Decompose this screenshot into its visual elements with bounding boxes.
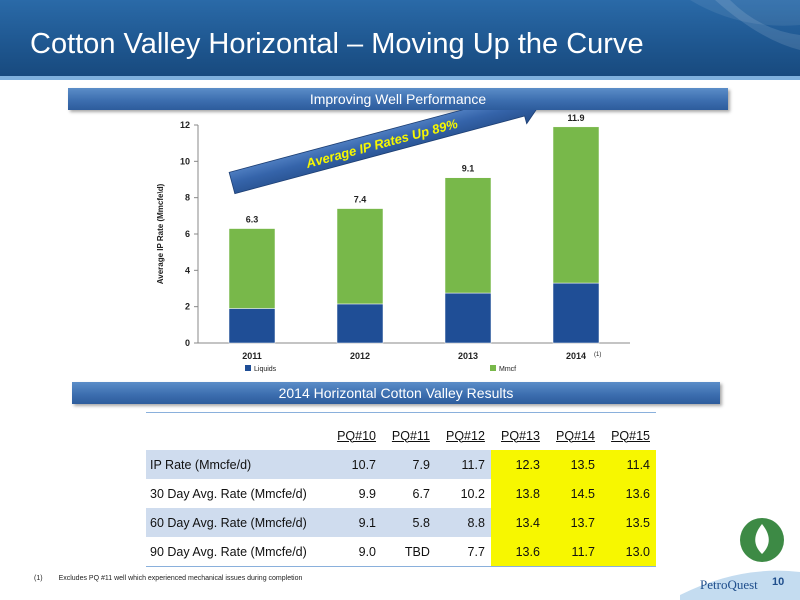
trend-arrow-group: Average IP Rates Up 89% bbox=[228, 110, 544, 195]
header-rule bbox=[0, 76, 800, 80]
bar-total-label: 6.3 bbox=[246, 215, 259, 225]
y-tick-label: 12 bbox=[180, 120, 190, 130]
page-number: 10 bbox=[772, 576, 785, 588]
table-header-cell: PQ#12 bbox=[446, 428, 485, 443]
table-cell: 8.8 bbox=[435, 508, 491, 537]
ip-rate-chart: 0 2 4 6 8 10 12 Average IP Rate (Mmcfe\d) 6.3 201… bbox=[156, 110, 630, 373]
table-cell: 10.2 bbox=[460, 486, 485, 501]
trend-annotation: Average IP Rates Up 89% bbox=[303, 116, 459, 171]
bar-total-label: 7.4 bbox=[354, 195, 367, 205]
bar-segment-liquids bbox=[552, 282, 600, 344]
table-row: 60 Day Avg. Rate (Mmcfe/d) 9.1 5.8 8.8 1… bbox=[146, 508, 656, 537]
table-cell-highlighted: 13.8 bbox=[490, 479, 546, 508]
legend-swatch bbox=[490, 365, 496, 371]
table-cell: 6.7 bbox=[412, 486, 430, 501]
x-tick-footnote-marker: (1) bbox=[594, 352, 601, 358]
table-cell-highlighted: 13.6 bbox=[490, 537, 546, 566]
bar-segment-mmcf bbox=[552, 126, 600, 284]
table-cell-highlighted: 13.7 bbox=[545, 508, 601, 537]
table-banner: 2014 Horizontal Cotton Valley Results bbox=[72, 382, 720, 404]
x-tick-label: 2012 bbox=[350, 351, 370, 361]
footnote-marker: (1) bbox=[34, 575, 43, 582]
table-row: 90 Day Avg. Rate (Mmcfe/d) 9.0 TBD 7.7 1… bbox=[146, 537, 656, 566]
table-header-cell: PQ#14 bbox=[556, 428, 595, 443]
row-label: IP Rate (Mmcfe/d) bbox=[146, 450, 327, 479]
table-cell: 11.7 bbox=[435, 450, 491, 479]
footnote: (1) Excludes PQ #11 well which experience… bbox=[34, 575, 302, 582]
row-label: 30 Day Avg. Rate (Mmcfe/d) bbox=[150, 486, 307, 501]
bar-total-label: 9.1 bbox=[462, 164, 475, 174]
bar-total-label: 11.9 bbox=[567, 113, 584, 123]
table-cell: 7.7 bbox=[467, 544, 485, 559]
legend-entry: Liquids bbox=[254, 366, 277, 373]
table-cell-highlighted: 11.7 bbox=[545, 537, 601, 566]
y-tick-label: 10 bbox=[180, 156, 190, 166]
table-cell: 9.9 bbox=[358, 486, 377, 501]
legend-swatch bbox=[245, 365, 251, 371]
header-swoosh-decoration bbox=[690, 0, 800, 50]
table-top-rule bbox=[146, 412, 656, 413]
results-table: PQ#10 PQ#11 PQ#12 PQ#13 PQ#14 PQ#15 IP R… bbox=[146, 421, 656, 566]
table-cell-highlighted: 13.4 bbox=[490, 508, 546, 537]
x-tick-label: 2014 bbox=[566, 351, 586, 361]
table-cell-highlighted: 14.5 bbox=[545, 479, 601, 508]
y-tick-label: 6 bbox=[185, 229, 190, 239]
table-cell: 9.1 bbox=[327, 508, 383, 537]
results-table-container: PQ#10 PQ#11 PQ#12 PQ#13 PQ#14 PQ#15 IP R… bbox=[146, 412, 656, 567]
row-label: 90 Day Avg. Rate (Mmcfe/d) bbox=[150, 544, 307, 559]
y-tick-label: 8 bbox=[185, 193, 190, 203]
chart-banner: Improving Well Performance bbox=[68, 88, 728, 110]
legend-entry: Mmcf bbox=[499, 366, 516, 373]
table-cell: 10.7 bbox=[327, 450, 383, 479]
logo-text: PetroQuest bbox=[700, 577, 758, 592]
table-cell: 7.9 bbox=[382, 450, 436, 479]
row-label: 60 Day Avg. Rate (Mmcfe/d) bbox=[146, 508, 327, 537]
table-bottom-rule bbox=[146, 566, 656, 567]
bar-segment-liquids bbox=[336, 303, 384, 344]
x-tick-label: 2011 bbox=[242, 351, 262, 361]
bar-segment-mmcf bbox=[228, 228, 276, 309]
slide-title: Cotton Valley Horizontal – Moving Up the… bbox=[30, 28, 644, 60]
table-cell-highlighted: 13.6 bbox=[600, 479, 656, 508]
y-tick-label: 2 bbox=[185, 302, 190, 312]
table-header-cell: PQ#15 bbox=[611, 428, 650, 443]
table-cell-highlighted: 13.5 bbox=[600, 508, 656, 537]
table-row: IP Rate (Mmcfe/d) 10.7 7.9 11.7 12.3 13.… bbox=[146, 450, 656, 479]
header-bar bbox=[0, 0, 800, 76]
bar-segment-mmcf bbox=[444, 177, 492, 294]
table-cell: 9.0 bbox=[358, 544, 377, 559]
table-cell-highlighted: 12.3 bbox=[490, 450, 546, 479]
y-axis-title: Average IP Rate (Mmcfe\d) bbox=[156, 183, 165, 284]
y-tick-label: 4 bbox=[185, 265, 190, 275]
bar-segment-liquids bbox=[444, 292, 492, 344]
table-cell-highlighted: 13.0 bbox=[600, 537, 656, 566]
table-header-cell: PQ#10 bbox=[337, 428, 377, 443]
table-cell: TBD bbox=[404, 544, 430, 559]
table-row: 30 Day Avg. Rate (Mmcfe/d) 9.9 6.7 10.2 … bbox=[146, 479, 656, 508]
flame-icon bbox=[755, 524, 769, 554]
footnote-text: Excludes PQ #11 well which experienced m… bbox=[58, 575, 303, 582]
trend-arrow-icon bbox=[228, 110, 544, 195]
bar-segment-liquids bbox=[228, 308, 276, 344]
y-tick-label: 0 bbox=[185, 338, 190, 348]
petroquest-logo bbox=[680, 518, 800, 600]
table-header-cell: PQ#11 bbox=[391, 428, 430, 443]
table-header-cell: PQ#13 bbox=[501, 428, 540, 443]
logo-swoosh-icon bbox=[680, 570, 800, 600]
bar-segment-mmcf bbox=[336, 208, 384, 305]
table-cell: 5.8 bbox=[382, 508, 436, 537]
x-tick-label: 2013 bbox=[458, 351, 478, 361]
table-cell-highlighted: 11.4 bbox=[600, 450, 656, 479]
table-header-row: PQ#10 PQ#11 PQ#12 PQ#13 PQ#14 PQ#15 bbox=[146, 421, 656, 450]
table-cell-highlighted: 13.5 bbox=[545, 450, 601, 479]
table-corner-cell bbox=[146, 421, 327, 450]
